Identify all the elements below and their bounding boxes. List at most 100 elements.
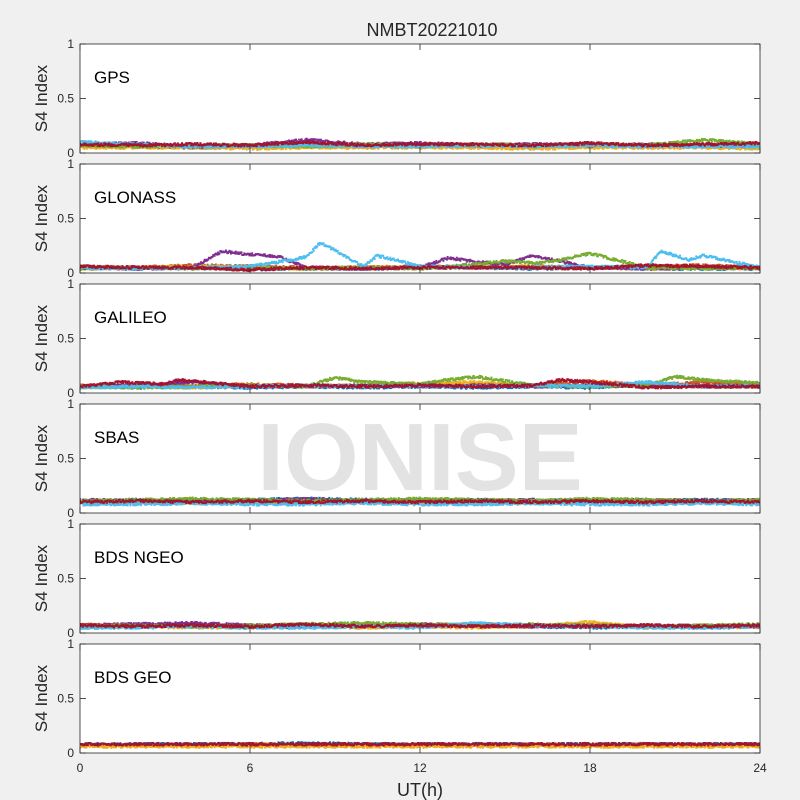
data-point <box>710 139 713 142</box>
data-point <box>694 147 697 150</box>
data-point <box>363 142 366 145</box>
data-point <box>291 147 294 150</box>
data-point <box>113 142 115 145</box>
data-point <box>695 140 698 143</box>
data-point <box>698 138 701 141</box>
data-point <box>199 147 202 150</box>
data-point <box>467 147 470 149</box>
data-point <box>532 142 535 144</box>
data-point <box>255 147 258 149</box>
data-point <box>207 147 210 150</box>
data-point <box>492 148 494 150</box>
data-point <box>499 142 501 145</box>
data-point <box>165 147 168 150</box>
data-point <box>681 141 684 144</box>
data-point <box>535 142 538 145</box>
data-point <box>148 141 151 144</box>
data-point <box>534 142 537 144</box>
data-point <box>739 148 742 150</box>
data-point <box>307 138 310 141</box>
data-point <box>631 147 634 150</box>
data-point <box>343 146 346 148</box>
data-point <box>188 147 191 150</box>
data-point <box>725 139 728 142</box>
data-point <box>753 148 756 151</box>
data-point <box>660 142 663 145</box>
data-point <box>331 147 334 150</box>
data-point <box>667 147 670 149</box>
data-point <box>122 147 125 150</box>
data-point <box>756 148 759 151</box>
data-point <box>350 146 353 149</box>
data-point <box>372 147 375 150</box>
data-point <box>391 147 394 150</box>
data-point <box>553 146 556 149</box>
data-point <box>688 140 691 143</box>
data-point <box>576 147 579 150</box>
data-point <box>708 147 710 150</box>
data-point <box>480 147 483 150</box>
data-point <box>593 147 596 150</box>
data-point <box>97 141 100 143</box>
data-point <box>297 146 300 149</box>
data-point <box>548 148 551 151</box>
data-point <box>81 140 84 142</box>
data-point <box>334 147 337 150</box>
data-point <box>207 146 210 149</box>
data-point <box>94 140 97 143</box>
data-point <box>533 143 536 146</box>
data-point <box>382 147 385 150</box>
data-point <box>176 147 178 150</box>
data-point <box>727 148 730 151</box>
data-point <box>528 142 531 145</box>
data-point <box>278 147 280 150</box>
data-point <box>159 146 161 149</box>
data-point <box>219 147 222 150</box>
data-point <box>594 146 596 149</box>
data-point <box>85 145 88 148</box>
data-point <box>83 140 86 143</box>
data-point <box>488 147 491 150</box>
data-point <box>203 147 205 150</box>
data-point <box>505 146 508 149</box>
data-point <box>710 140 713 143</box>
data-point <box>538 147 540 150</box>
data-point <box>547 148 550 151</box>
data-point <box>351 141 353 144</box>
data-point <box>105 147 108 150</box>
data-point <box>744 148 747 151</box>
data-point <box>220 143 223 146</box>
data-point <box>728 139 731 142</box>
data-point <box>209 146 212 149</box>
data-point <box>123 147 126 150</box>
data-point <box>232 147 234 150</box>
data-point <box>173 147 176 150</box>
data-point <box>572 147 574 150</box>
data-point <box>369 142 372 145</box>
data-point <box>683 142 686 144</box>
data-point <box>720 147 723 150</box>
data-point <box>664 146 667 149</box>
data-point <box>117 147 120 150</box>
data-point <box>578 147 581 149</box>
data-point <box>346 147 348 150</box>
data-point <box>341 147 344 150</box>
data-point <box>378 142 381 145</box>
data-point <box>419 140 422 143</box>
data-point <box>154 146 157 149</box>
data-point <box>83 147 86 150</box>
data-point <box>87 140 90 143</box>
data-point <box>574 147 577 150</box>
data-point <box>545 142 548 145</box>
data-point <box>144 142 147 145</box>
data-point <box>515 147 518 150</box>
data-point <box>205 146 208 149</box>
data-point <box>421 147 424 150</box>
data-point <box>162 147 165 150</box>
data-point <box>517 148 520 151</box>
data-point <box>637 147 640 150</box>
data-point <box>156 145 159 148</box>
data-point <box>156 147 159 150</box>
data-point <box>658 142 661 145</box>
data-point <box>658 147 661 150</box>
